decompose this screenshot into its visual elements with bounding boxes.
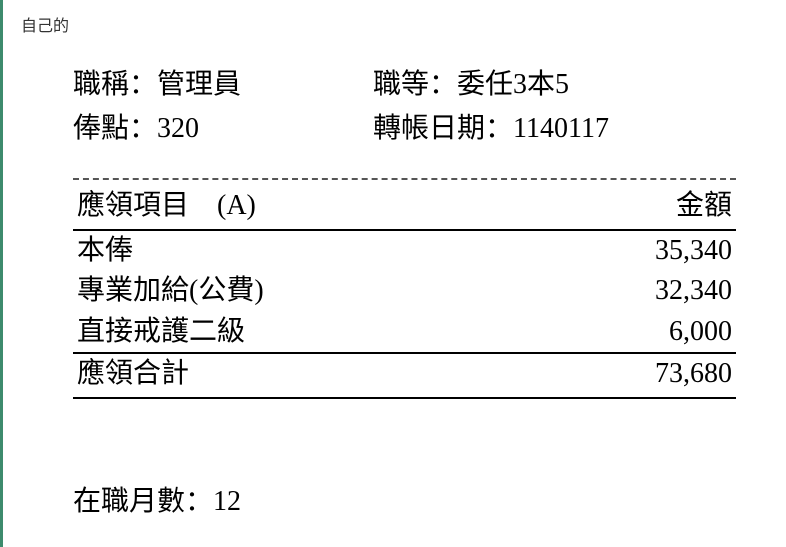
- row-amount: 32,340: [655, 271, 732, 312]
- total-label: 應領合計: [77, 354, 189, 395]
- top-label: 自己的: [21, 12, 766, 36]
- job-grade: 職等：委任3本5: [373, 64, 736, 106]
- info-row-1: 職稱：管理員 職等：委任3本5: [73, 64, 736, 106]
- table-total-row: 應領合計 73,680: [73, 352, 736, 399]
- info-row-2: 俸點：320 轉帳日期：1140117: [73, 108, 736, 150]
- transfer-date-value: 1140117: [513, 113, 609, 144]
- header-amount-label: 金額: [676, 186, 732, 227]
- row-label: 專業加給(公費): [77, 271, 264, 312]
- row-label: 直接戒護二級: [77, 312, 245, 353]
- job-grade-label: 職等：: [373, 69, 457, 100]
- table-row: 本俸 35,340: [73, 231, 736, 272]
- pay-point-value: 320: [157, 113, 199, 144]
- table-header-row: 應領項目 (A) 金額: [73, 186, 736, 231]
- row-amount: 35,340: [655, 231, 732, 272]
- document-content: 職稱：管理員 職等：委任3本5 俸點：320 轉帳日期：1140117 應領項目…: [21, 64, 766, 519]
- transfer-date-label: 轉帳日期：: [373, 113, 513, 144]
- job-title-label: 職稱：: [73, 69, 157, 100]
- table-row: 直接戒護二級 6,000: [73, 312, 736, 353]
- pay-table: 應領項目 (A) 金額 本俸 35,340 專業加給(公費) 32,340 直接…: [73, 186, 736, 399]
- row-label: 本俸: [77, 231, 133, 272]
- total-amount: 73,680: [655, 354, 732, 395]
- pay-point-label: 俸點：: [73, 113, 157, 144]
- months-value: 12: [213, 486, 241, 517]
- table-row: 專業加給(公費) 32,340: [73, 271, 736, 312]
- job-grade-value: 委任3本5: [457, 69, 569, 100]
- months-label: 在職月數：: [73, 486, 213, 517]
- header-item-label: 應領項目 (A): [77, 186, 256, 227]
- row-amount: 6,000: [669, 312, 732, 353]
- job-title: 職稱：管理員: [73, 64, 373, 106]
- job-title-value: 管理員: [157, 69, 241, 100]
- transfer-date: 轉帳日期：1140117: [373, 108, 736, 150]
- months-row: 在職月數：12: [73, 479, 736, 519]
- pay-point: 俸點：320: [73, 108, 373, 150]
- dashed-separator: [73, 178, 736, 180]
